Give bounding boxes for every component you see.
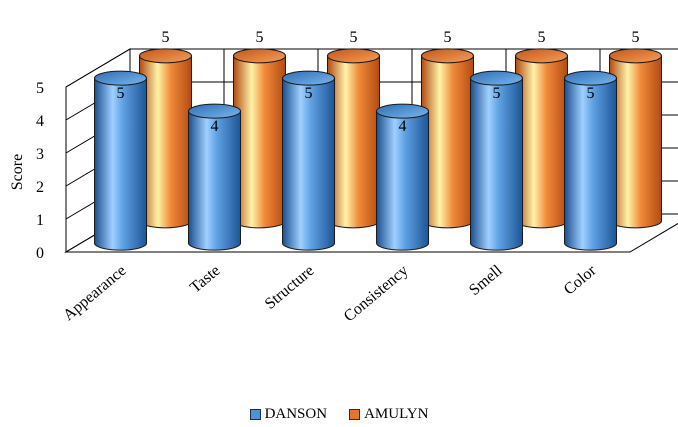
y-axis-title: Score — [9, 154, 26, 190]
legend-label-danson: DANSON — [264, 406, 328, 422]
x-tick-label: Smell — [466, 262, 506, 299]
data-label: 5 — [631, 29, 639, 46]
y-tick-label: 2 — [36, 179, 44, 196]
y-tick-label: 4 — [36, 113, 44, 130]
bar-amulyn: 5 — [608, 29, 662, 229]
data-label: 5 — [443, 29, 451, 46]
bar-amulyn: 5 — [514, 29, 568, 229]
cylinder-body — [608, 55, 662, 229]
cylinder-top — [94, 70, 148, 86]
amulyn-series: 5 5 5 5 5 5 — [138, 29, 662, 229]
bar-danson: 5 — [94, 70, 148, 251]
y-axis: 0 1 2 3 4 5 — [36, 80, 44, 262]
cylinder-body — [326, 55, 380, 229]
y-tick-label: 0 — [36, 245, 44, 262]
x-tick-label: Color — [561, 262, 600, 299]
legend-swatch-danson — [249, 409, 261, 420]
bar-danson: 5 — [470, 70, 524, 251]
data-label: 5 — [537, 29, 545, 46]
cylinder-body — [470, 77, 524, 251]
cylinder-body — [420, 55, 474, 229]
cylinder-top — [282, 70, 336, 86]
cylinder-body — [94, 77, 148, 251]
danson-series: 5 4 5 4 5 5 — [94, 70, 618, 251]
bar-danson: 5 — [282, 70, 336, 251]
cylinder-top — [232, 48, 286, 64]
legend-swatch-amulyn — [349, 409, 361, 420]
legend-label-amulyn: AMULYN — [364, 406, 429, 422]
data-label: 5 — [255, 29, 263, 46]
cylinder-body — [232, 55, 286, 229]
cylinder-top — [470, 70, 524, 86]
data-label: 4 — [211, 118, 219, 135]
cylinder-body — [564, 77, 618, 251]
bar-amulyn: 5 — [232, 29, 286, 229]
bar-danson: 5 — [564, 70, 618, 251]
x-axis-labels: Appearance Taste Structure Consistency Smell… — [60, 262, 600, 326]
bar-amulyn: 5 — [420, 29, 474, 229]
data-label: 5 — [349, 29, 357, 46]
cylinder-top — [138, 48, 192, 64]
data-label: 4 — [399, 118, 407, 135]
cylinder-body — [138, 55, 192, 229]
x-tick-label: Taste — [187, 262, 224, 297]
bar-danson: 4 — [376, 103, 430, 251]
cylinder-body — [282, 77, 336, 251]
bar-amulyn: 5 — [326, 29, 380, 229]
cylinder-top — [326, 48, 380, 64]
x-tick-label: Appearance — [60, 262, 129, 324]
legend-item-amulyn: AMULYN — [349, 406, 428, 423]
cylinder-top — [514, 48, 568, 64]
cylinder-top — [188, 103, 242, 119]
cylinder-top — [564, 70, 618, 86]
bar-danson: 4 — [188, 103, 242, 251]
cylinder-body — [376, 110, 430, 251]
cylinder-top — [608, 48, 662, 64]
data-label: 5 — [587, 85, 595, 102]
chart: 0 1 2 3 4 5 5 5 5 5 5 5 5 4 5 4 5 5 Appearance Taste Stru… — [9, 29, 678, 326]
legend: DANSON AMULYN — [0, 406, 678, 423]
cylinder-top — [376, 103, 430, 119]
x-tick-label: Consistency — [341, 262, 412, 325]
data-label: 5 — [493, 85, 501, 102]
y-tick-label: 5 — [36, 80, 44, 97]
data-label: 5 — [161, 29, 169, 46]
x-tick-label: Structure — [262, 262, 318, 313]
cylinder-top — [420, 48, 474, 64]
data-label: 5 — [305, 85, 313, 102]
y-tick-label: 3 — [36, 146, 44, 163]
cylinder-body — [188, 110, 242, 251]
data-label: 5 — [117, 85, 125, 102]
y-tick-label: 1 — [36, 212, 44, 229]
legend-item-danson: DANSON — [249, 406, 328, 423]
bar-amulyn: 5 — [138, 29, 192, 229]
cylinder-body — [514, 55, 568, 229]
